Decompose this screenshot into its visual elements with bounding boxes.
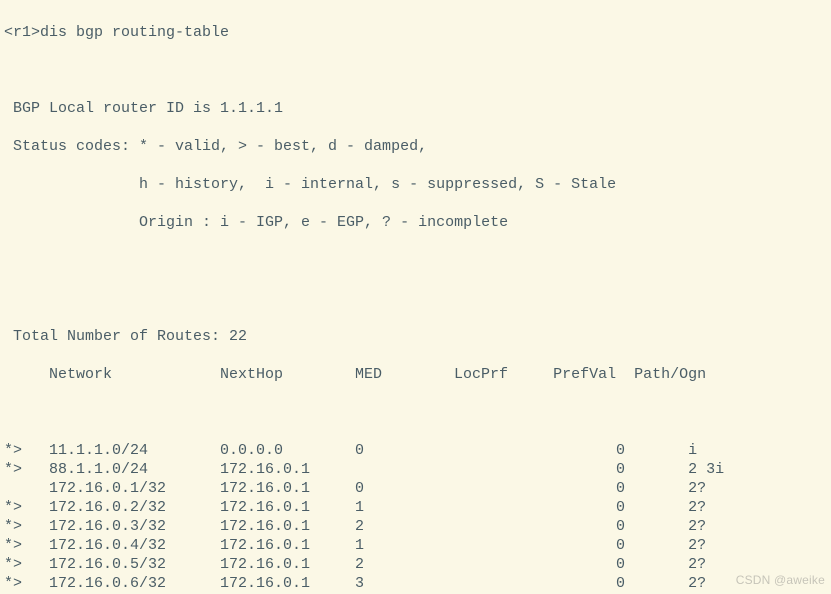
route-med: 0 bbox=[355, 479, 454, 498]
table-header-row: NetworkNextHopMEDLocPrfPrefVal Path/Ogn bbox=[4, 365, 831, 384]
table-row: *> 11.1.1.0/240.0.0.000 i bbox=[4, 441, 831, 460]
route-gap bbox=[625, 442, 688, 459]
table-row: 172.16.0.1/32172.16.0.100 2? bbox=[4, 479, 831, 498]
route-med: 0 bbox=[355, 441, 454, 460]
route-status bbox=[4, 479, 49, 498]
route-status: *> bbox=[4, 536, 49, 555]
route-med: 1 bbox=[355, 498, 454, 517]
route-prefval: 0 bbox=[553, 479, 625, 498]
route-status: *> bbox=[4, 574, 49, 593]
col-gap bbox=[625, 366, 634, 383]
total-routes-line: Total Number of Routes: 22 bbox=[4, 327, 831, 346]
col-network-header: Network bbox=[49, 365, 220, 384]
route-nexthop: 172.16.0.1 bbox=[220, 517, 355, 536]
blank-line bbox=[4, 251, 831, 270]
route-med: 1 bbox=[355, 536, 454, 555]
total-routes-value: 22 bbox=[229, 328, 247, 345]
route-nexthop: 172.16.0.1 bbox=[220, 460, 355, 479]
route-med: 3 bbox=[355, 574, 454, 593]
route-pathogn: 2? bbox=[688, 536, 706, 555]
route-network: 172.16.0.3/32 bbox=[49, 517, 220, 536]
route-nexthop: 172.16.0.1 bbox=[220, 479, 355, 498]
watermark: CSDN @aweike bbox=[736, 571, 825, 590]
route-nexthop: 172.16.0.1 bbox=[220, 574, 355, 593]
router-id-line: BGP Local router ID is 1.1.1.1 bbox=[4, 99, 831, 118]
route-network: 11.1.1.0/24 bbox=[49, 441, 220, 460]
route-pathogn: 2? bbox=[688, 555, 706, 574]
col-status-header bbox=[4, 365, 49, 384]
route-gap bbox=[625, 537, 688, 554]
table-row: *> 88.1.1.0/24172.16.0.1 0 2 3i bbox=[4, 460, 831, 479]
route-gap bbox=[625, 518, 688, 535]
total-routes-label: Total Number of Routes: bbox=[4, 328, 229, 345]
table-row: *> 172.16.0.3/32172.16.0.12 0 2? bbox=[4, 517, 831, 536]
route-gap bbox=[625, 480, 688, 497]
routes-container: *> 11.1.1.0/240.0.0.000 i*> 88.1.1.0/241… bbox=[4, 441, 831, 594]
route-pathogn: 2 3i bbox=[688, 460, 724, 479]
route-network: 172.16.0.1/32 bbox=[49, 479, 220, 498]
route-prefval: 0 bbox=[553, 574, 625, 593]
route-nexthop: 0.0.0.0 bbox=[220, 441, 355, 460]
terminal-output: <r1>dis bgp routing-table BGP Local rout… bbox=[0, 0, 831, 594]
route-gap bbox=[625, 461, 688, 478]
status-codes-line: Status codes: * - valid, > - best, d - d… bbox=[4, 137, 831, 156]
table-row: *> 172.16.0.2/32172.16.0.11 0 2? bbox=[4, 498, 831, 517]
route-prefval: 0 bbox=[553, 460, 625, 479]
route-pathogn: 2? bbox=[688, 574, 706, 593]
route-status: *> bbox=[4, 441, 49, 460]
col-prefval-header: PrefVal bbox=[553, 365, 625, 384]
route-gap bbox=[625, 575, 688, 592]
col-med-header: MED bbox=[355, 365, 454, 384]
route-pathogn: 2? bbox=[688, 517, 706, 536]
route-status: *> bbox=[4, 555, 49, 574]
route-status: *> bbox=[4, 460, 49, 479]
route-prefval: 0 bbox=[553, 517, 625, 536]
route-prefval: 0 bbox=[553, 555, 625, 574]
route-nexthop: 172.16.0.1 bbox=[220, 536, 355, 555]
route-prefval: 0 bbox=[553, 498, 625, 517]
origin-line: Origin : i - IGP, e - EGP, ? - incomplet… bbox=[4, 213, 831, 232]
blank-line bbox=[4, 403, 831, 422]
col-pathogn-header: Path/Ogn bbox=[634, 365, 706, 384]
col-locprf-header: LocPrf bbox=[454, 365, 553, 384]
route-nexthop: 172.16.0.1 bbox=[220, 555, 355, 574]
route-med: 2 bbox=[355, 555, 454, 574]
route-prefval: 0 bbox=[553, 441, 625, 460]
status-codes-line2: h - history, i - internal, s - suppresse… bbox=[4, 175, 831, 194]
route-network: 172.16.0.4/32 bbox=[49, 536, 220, 555]
table-row: *> 172.16.0.6/32172.16.0.13 0 2? bbox=[4, 574, 831, 593]
route-status: *> bbox=[4, 517, 49, 536]
route-pathogn: 2? bbox=[688, 498, 706, 517]
route-prefval: 0 bbox=[553, 536, 625, 555]
route-network: 88.1.1.0/24 bbox=[49, 460, 220, 479]
blank-line bbox=[4, 61, 831, 80]
prompt-line: <r1>dis bgp routing-table bbox=[4, 23, 831, 42]
route-network: 172.16.0.6/32 bbox=[49, 574, 220, 593]
route-status: *> bbox=[4, 498, 49, 517]
route-med: 2 bbox=[355, 517, 454, 536]
route-nexthop: 172.16.0.1 bbox=[220, 498, 355, 517]
col-nexthop-header: NextHop bbox=[220, 365, 355, 384]
table-row: *> 172.16.0.5/32172.16.0.12 0 2? bbox=[4, 555, 831, 574]
route-gap bbox=[625, 499, 688, 516]
route-pathogn: i bbox=[688, 441, 697, 460]
route-pathogn: 2? bbox=[688, 479, 706, 498]
route-network: 172.16.0.2/32 bbox=[49, 498, 220, 517]
route-gap bbox=[625, 556, 688, 573]
blank-line bbox=[4, 289, 831, 308]
table-row: *> 172.16.0.4/32172.16.0.11 0 2? bbox=[4, 536, 831, 555]
route-network: 172.16.0.5/32 bbox=[49, 555, 220, 574]
